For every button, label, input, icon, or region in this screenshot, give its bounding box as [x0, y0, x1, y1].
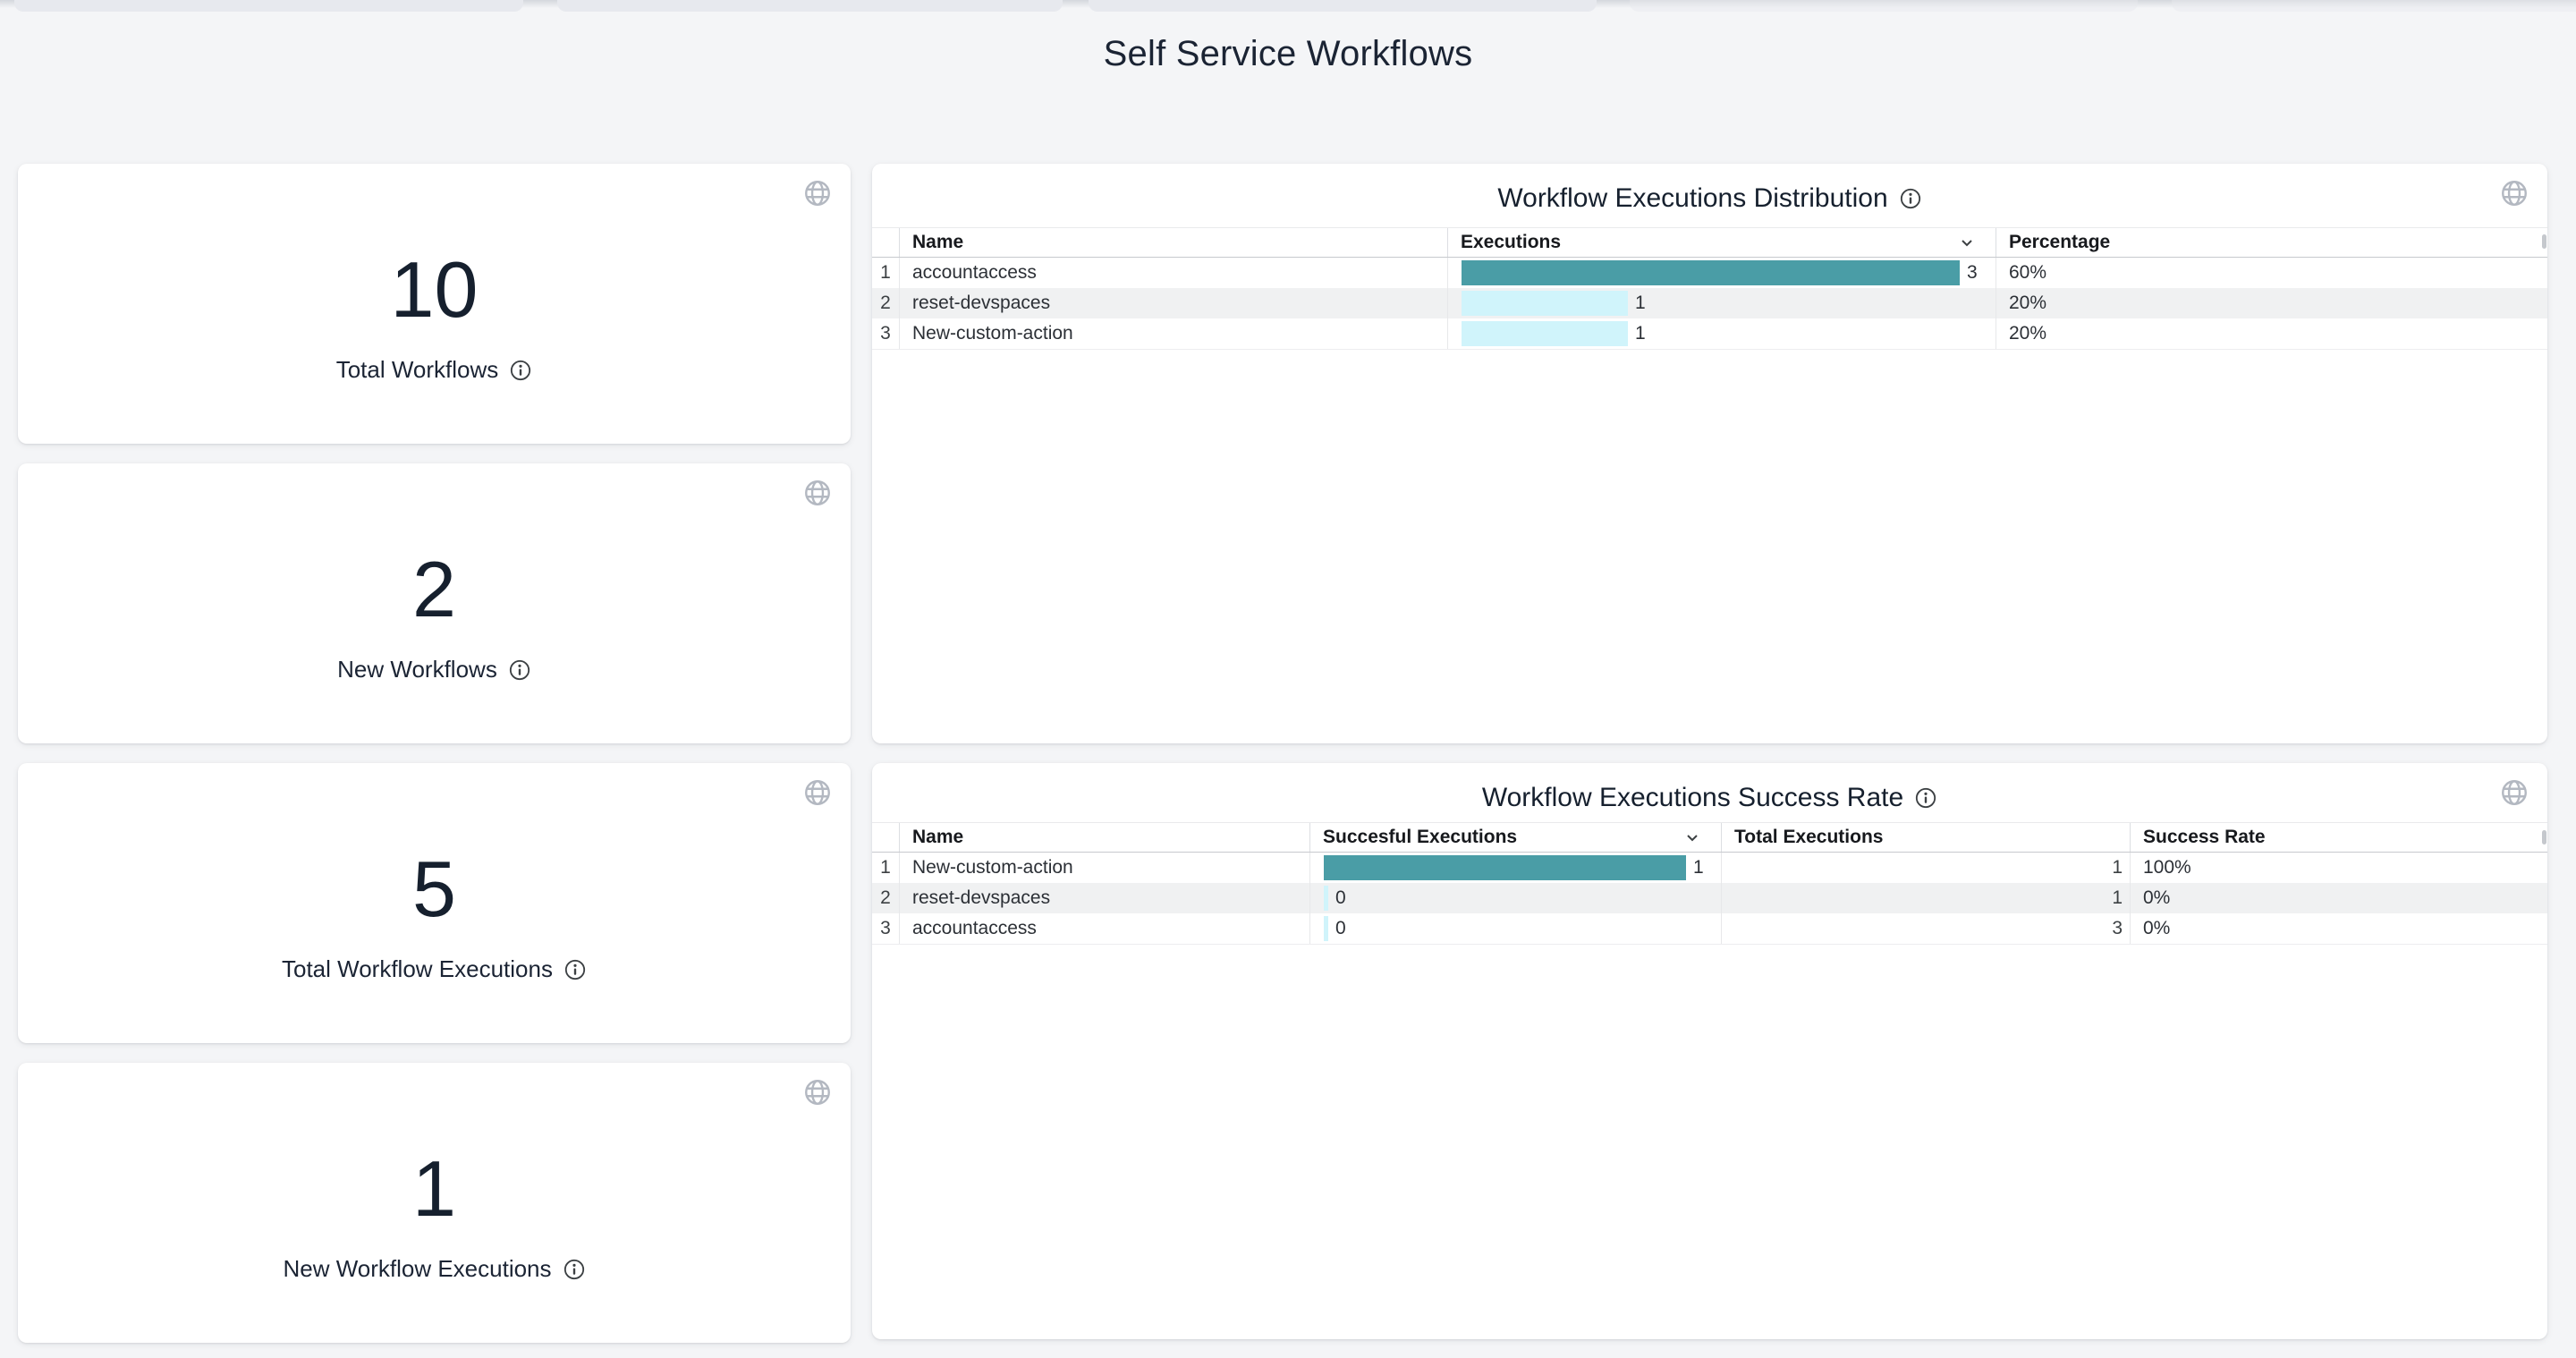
sort-desc-icon[interactable]: [1956, 232, 1978, 253]
value-bar: [1324, 886, 1328, 911]
stat-card-new-workflow-executions: 1 New Workflow Executions: [18, 1063, 851, 1343]
success-rate-panel-title: Workflow Executions Success Rate: [1481, 783, 1904, 812]
stat-label: Total Workflow Executions: [282, 955, 553, 982]
cell-name: reset-devspaces: [899, 288, 1447, 318]
stat-value: 10: [390, 245, 479, 334]
header-executions[interactable]: Executions: [1447, 228, 1996, 257]
cell-total-executions: 1: [1721, 853, 2130, 883]
cell-successful-executions: 0: [1309, 883, 1721, 913]
top-tab-remnant[interactable]: [1630, 0, 2138, 12]
scrollbar-thumb[interactable]: [2542, 234, 2546, 249]
cell-success-rate: 0%: [2130, 913, 2547, 944]
cell-successful-executions: 0: [1309, 913, 1721, 944]
info-icon[interactable]: [564, 958, 587, 981]
info-icon[interactable]: [1899, 187, 1922, 210]
top-tab-remnant[interactable]: [2172, 0, 2576, 12]
cell-successful-executions: 1: [1309, 853, 1721, 883]
table-row[interactable]: 3 accountaccess 0 3 0%: [872, 913, 2547, 944]
header-total-executions[interactable]: Total Executions: [1721, 823, 2130, 852]
stat-card-total-workflow-executions: 5 Total Workflow Executions: [18, 763, 851, 1043]
cell-name: New-custom-action: [899, 853, 1309, 883]
stat-card-total-workflows: 10 Total Workflows: [18, 164, 851, 444]
cell-name: New-custom-action: [899, 318, 1447, 349]
cell-percentage: 60%: [1996, 258, 2547, 288]
top-tab-remnant[interactable]: [14, 0, 523, 12]
distribution-table-header: Name Executions Percentage: [872, 227, 2547, 258]
globe-icon[interactable]: [802, 777, 833, 808]
table-row[interactable]: 2 reset-devspaces 0 1 0%: [872, 883, 2547, 913]
stat-value: 2: [412, 545, 456, 633]
stat-value: 5: [412, 845, 456, 933]
table-row[interactable]: 1 New-custom-action 1 1 100%: [872, 853, 2547, 883]
bar-value-label: 3: [1967, 262, 1978, 283]
info-icon[interactable]: [509, 359, 532, 382]
bar-value-label: 0: [1335, 887, 1346, 908]
stat-card-new-workflows: 2 New Workflows: [18, 463, 851, 743]
info-icon[interactable]: [563, 1258, 586, 1281]
header-row-number: [872, 823, 899, 852]
cell-name: reset-devspaces: [899, 883, 1309, 913]
distribution-panel-title: Workflow Executions Distribution: [1497, 183, 1888, 213]
success-rate-panel: Workflow Executions Success Rate Name Su…: [872, 763, 2547, 1339]
bar-value-label: 1: [1693, 857, 1704, 878]
cell-row-number: 2: [880, 887, 891, 908]
info-icon[interactable]: [1914, 786, 1937, 810]
cell-row-number: 3: [880, 323, 891, 344]
stat-label: Total Workflows: [335, 356, 499, 383]
page-title: Self Service Workflows: [1103, 34, 1473, 73]
cell-success-rate: 0%: [2130, 883, 2547, 913]
cell-executions: 1: [1447, 288, 1996, 318]
sort-desc-icon[interactable]: [1682, 827, 1703, 848]
cell-executions: 3: [1447, 258, 1996, 288]
globe-icon[interactable]: [2499, 777, 2529, 808]
header-percentage[interactable]: Percentage: [1996, 228, 2547, 257]
header-name[interactable]: Name: [899, 823, 1309, 852]
top-tab-remnant[interactable]: [557, 0, 1063, 12]
header-success-rate[interactable]: Success Rate: [2130, 823, 2547, 852]
stat-label: New Workflow Executions: [283, 1255, 552, 1282]
cell-row-number: 3: [880, 918, 891, 938]
cell-executions: 1: [1447, 318, 1996, 349]
cell-success-rate: 100%: [2130, 853, 2547, 883]
top-tab-remnant[interactable]: [1089, 0, 1597, 12]
header-name[interactable]: Name: [899, 228, 1447, 257]
header-row-number: [872, 228, 899, 257]
cell-total-executions: 3: [1721, 913, 2130, 944]
globe-icon[interactable]: [802, 478, 833, 508]
value-bar: [1324, 916, 1328, 941]
cell-row-number: 1: [880, 262, 891, 283]
scrollbar-thumb[interactable]: [2542, 830, 2546, 845]
cell-total-executions: 1: [1721, 883, 2130, 913]
stat-value: 1: [412, 1144, 456, 1233]
globe-icon[interactable]: [802, 178, 833, 208]
cell-percentage: 20%: [1996, 318, 2547, 349]
cell-percentage: 20%: [1996, 288, 2547, 318]
value-bar: [1462, 260, 1960, 285]
info-icon[interactable]: [508, 658, 531, 682]
value-bar: [1324, 855, 1686, 880]
globe-icon[interactable]: [2499, 178, 2529, 208]
bar-value-label: 0: [1335, 918, 1346, 938]
bar-value-label: 1: [1635, 323, 1646, 344]
globe-icon[interactable]: [802, 1077, 833, 1108]
cell-row-number: 2: [880, 293, 891, 313]
table-row[interactable]: 3 New-custom-action 1 20%: [872, 318, 2547, 349]
stat-label: New Workflows: [337, 656, 497, 683]
distribution-panel: Workflow Executions Distribution Name Ex…: [872, 164, 2547, 743]
value-bar: [1462, 291, 1628, 316]
value-bar: [1462, 321, 1628, 346]
table-row[interactable]: 1 accountaccess 3 60%: [872, 258, 2547, 288]
header-successful-executions[interactable]: Succesful Executions: [1309, 823, 1721, 852]
cell-name: accountaccess: [899, 913, 1309, 944]
cell-name: accountaccess: [899, 258, 1447, 288]
cell-row-number: 1: [880, 857, 891, 878]
success-table-header: Name Succesful Executions Total Executio…: [872, 822, 2547, 853]
bar-value-label: 1: [1635, 293, 1646, 313]
table-row[interactable]: 2 reset-devspaces 1 20%: [872, 288, 2547, 318]
